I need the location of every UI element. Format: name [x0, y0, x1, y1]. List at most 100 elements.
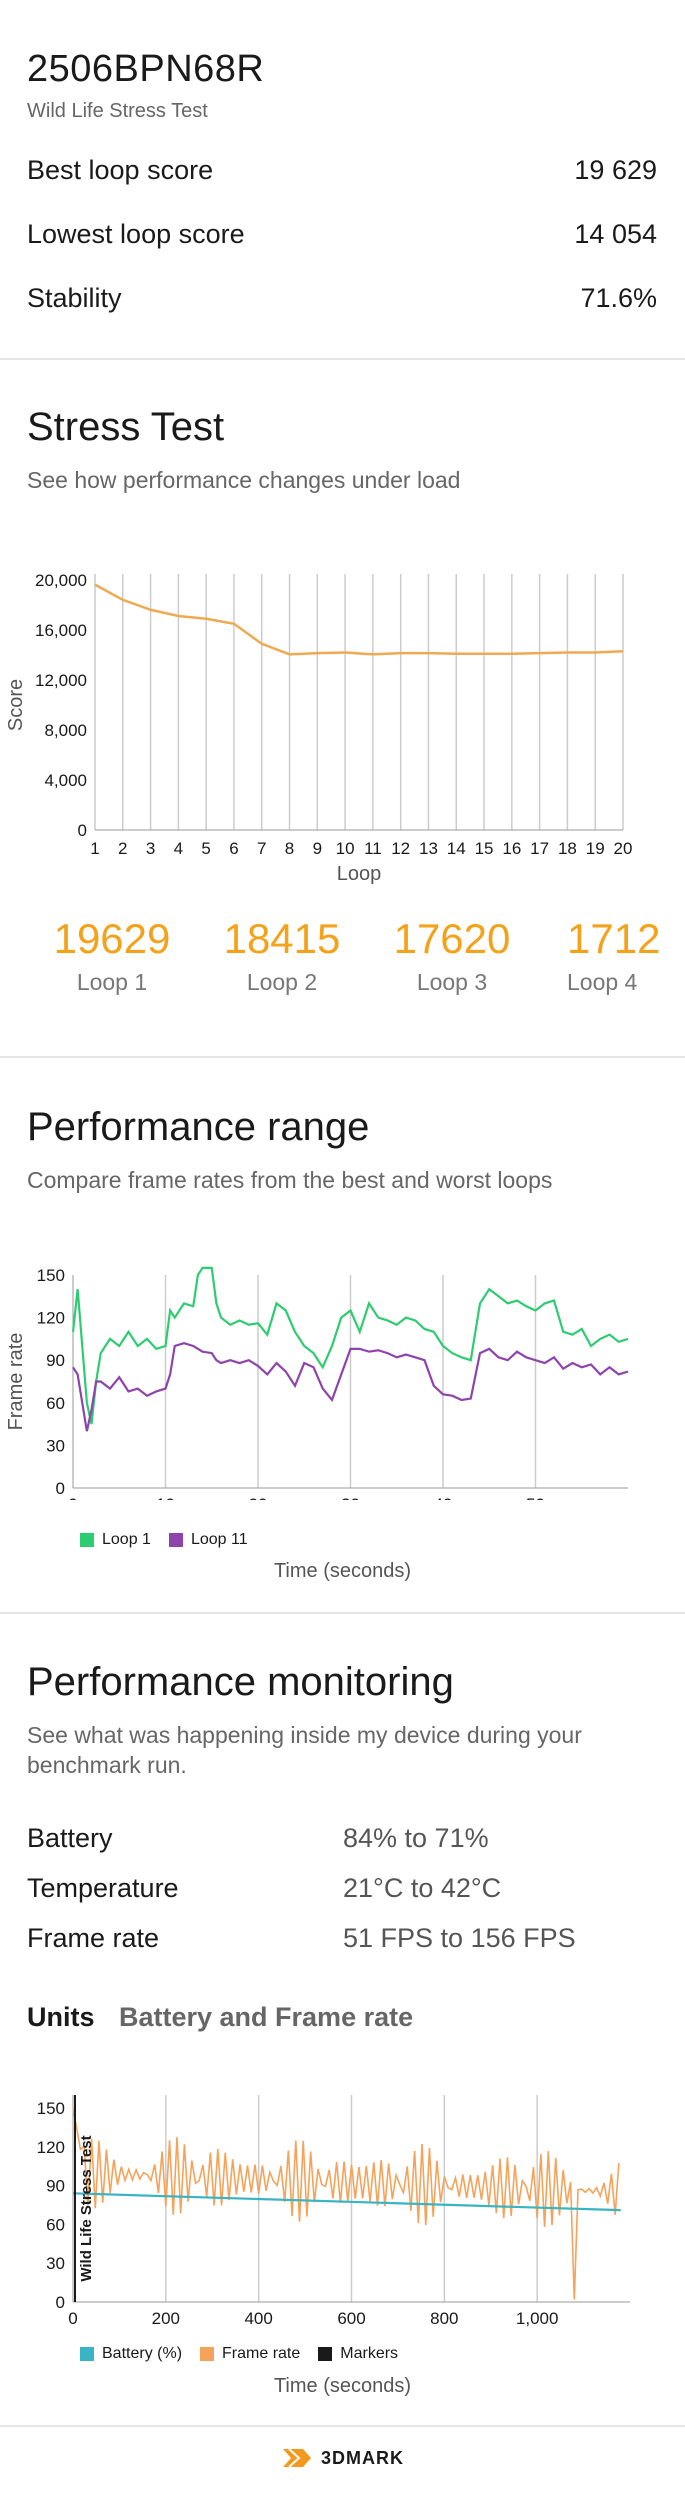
x-tick-label: 3: [146, 839, 155, 858]
x-tick-label: 18: [558, 839, 577, 858]
loop-label: Loop 2: [246, 969, 318, 995]
monitor-chart: 0 200 400 600 800 1,000 0 30 60 90 120 150 Wild Life…: [37, 2095, 630, 2328]
range-legend: Loop 1 Loop 11: [80, 1531, 248, 1549]
y-tick-label: 4,000: [44, 771, 87, 790]
y-tick-label: 16,000: [35, 621, 87, 640]
summary-row-stability: Stability 71.6%: [27, 283, 657, 314]
legend-swatch-loop11: [168, 1533, 183, 1547]
legend-swatch-battery: [80, 2347, 94, 2361]
x-tick-label: 16: [502, 839, 521, 858]
stress-description: See how performance changes under load: [27, 467, 461, 493]
divider: [0, 2425, 685, 2427]
divider: [0, 358, 685, 360]
x-tick-label: 10: [156, 1495, 175, 1500]
loop-label: Loop 1: [76, 969, 148, 995]
units-selector[interactable]: Battery and Frame rate: [119, 2002, 414, 2032]
units-label: Units: [27, 2002, 95, 2032]
range-description: Compare frame rates from the best and wo…: [27, 1167, 553, 1193]
legend-swatch-framerate: [200, 2347, 215, 2361]
battery-value: 84% to 71%: [343, 1823, 489, 1853]
x-tick-label: 7: [257, 839, 266, 858]
lowest-value: 14 054: [574, 219, 657, 249]
legend-label-loop1: Loop 1: [102, 1531, 151, 1548]
divider: [0, 1056, 685, 1058]
x-tick-label: 4: [174, 839, 183, 858]
x-tick-label: 0: [68, 2309, 77, 2328]
x-tick-label: 20: [249, 1495, 268, 1500]
loop-label: Loop 3: [416, 969, 488, 995]
range-title: Performance range: [27, 1105, 370, 1149]
x-tick-label: 600: [337, 2309, 365, 2328]
loop-score: 19629: [53, 915, 171, 962]
x-tick-label: 400: [244, 2309, 272, 2328]
loop-card-2[interactable]: 18415 Loop 2: [197, 915, 367, 996]
device-name: 2506BPN68R: [27, 48, 265, 90]
temperature-label: Temperature: [27, 1873, 179, 1903]
range-chart: 0 10 20 30 40 50 0 30 60 90 120 150 Frame rate: [5, 1266, 629, 1500]
stability-label: Stability: [27, 283, 122, 313]
framerate-line: [72, 2107, 620, 2300]
legend-swatch-loop1: [80, 1533, 94, 1547]
legend-label-markers: Markers: [340, 2345, 399, 2362]
x-tick-label: 8: [285, 839, 294, 858]
y-tick-label: 90: [46, 2177, 65, 2196]
loop-score: 1712: [567, 915, 661, 962]
loop-card-1[interactable]: 19629 Loop 1: [27, 915, 197, 996]
x-tick-label: 2: [118, 839, 127, 858]
loop-score: 17620: [393, 915, 511, 962]
x-tick-label: 800: [430, 2309, 458, 2328]
loop-card-4[interactable]: 1712 Loop 4: [537, 915, 685, 996]
y-tick-label: 0: [78, 821, 87, 840]
x-tick-label: 20: [614, 839, 633, 858]
legend-label-loop11: Loop 11: [190, 1531, 248, 1548]
y-tick-label: 150: [37, 1266, 65, 1285]
series-line-loop11: [72, 1342, 629, 1432]
3dmark-mark-icon: [282, 2448, 311, 2468]
stress-chart: 1 2 3 4 5 6 7 8 9 10 11 12 13 14 15 16 17 18 19 2004,0008,0…: [5, 571, 633, 885]
y-axis-title: Frame rate: [5, 1333, 27, 1431]
summary-row-best: Best loop score 19 629: [27, 155, 657, 186]
x-axis-title: Loop: [337, 863, 382, 885]
monitor-legend: Battery (%) Frame rate Markers: [80, 2345, 398, 2363]
x-tick-label: 1,000: [516, 2309, 559, 2328]
battery-line: [72, 2192, 621, 2212]
monitoring-description: See what was happening inside my device …: [27, 1722, 582, 1778]
legend-label-battery: Battery (%): [102, 2345, 183, 2362]
x-tick-label: 12: [391, 839, 410, 858]
lowest-label: Lowest loop score: [27, 219, 245, 249]
summary-row-lowest: Lowest loop score 14 054: [27, 219, 657, 250]
stress-title: Stress Test: [27, 405, 225, 449]
x-tick-label: 0: [68, 1495, 77, 1500]
marker-annotation: Wild Life Stress Test: [78, 2135, 95, 2281]
y-tick-label: 0: [56, 2293, 65, 2312]
x-tick-label: 11: [364, 839, 382, 858]
test-name: Wild Life Stress Test: [27, 100, 208, 122]
x-tick-label: 9: [313, 839, 322, 858]
x-tick-label: 1: [90, 839, 99, 858]
x-tick-label: 10: [336, 839, 355, 858]
battery-label: Battery: [27, 1823, 113, 1853]
series-line-loop1: [71, 1266, 629, 1425]
x-tick-label: 50: [526, 1495, 545, 1500]
y-tick-label: 60: [46, 2215, 65, 2234]
y-tick-label: 12,000: [35, 671, 87, 690]
x-tick-label: 6: [229, 839, 238, 858]
y-tick-label: 120: [37, 2138, 65, 2157]
3dmark-logo-icon: 3DMARK: [281, 2445, 404, 2471]
y-tick-label: 30: [46, 2254, 65, 2273]
x-tick-label: 14: [447, 839, 466, 858]
best-label: Best loop score: [27, 155, 214, 185]
monitor-xlabel: Time (seconds): [273, 2375, 412, 2397]
x-tick-label: 200: [152, 2309, 180, 2328]
y-tick-label: 120: [37, 1309, 65, 1328]
y-tick-label: 150: [37, 2099, 65, 2118]
loop-label: Loop 4: [567, 969, 638, 995]
y-tick-label: 0: [56, 1479, 65, 1498]
best-value: 19 629: [574, 155, 657, 185]
y-tick-label: 8,000: [44, 721, 87, 740]
loop-card-3[interactable]: 17620 Loop 3: [367, 915, 537, 996]
legend-swatch-markers: [318, 2347, 333, 2361]
range-xlabel: Time (seconds): [273, 1560, 412, 1582]
y-tick-label: 90: [46, 1351, 65, 1370]
y-axis-title: Score: [5, 679, 27, 731]
